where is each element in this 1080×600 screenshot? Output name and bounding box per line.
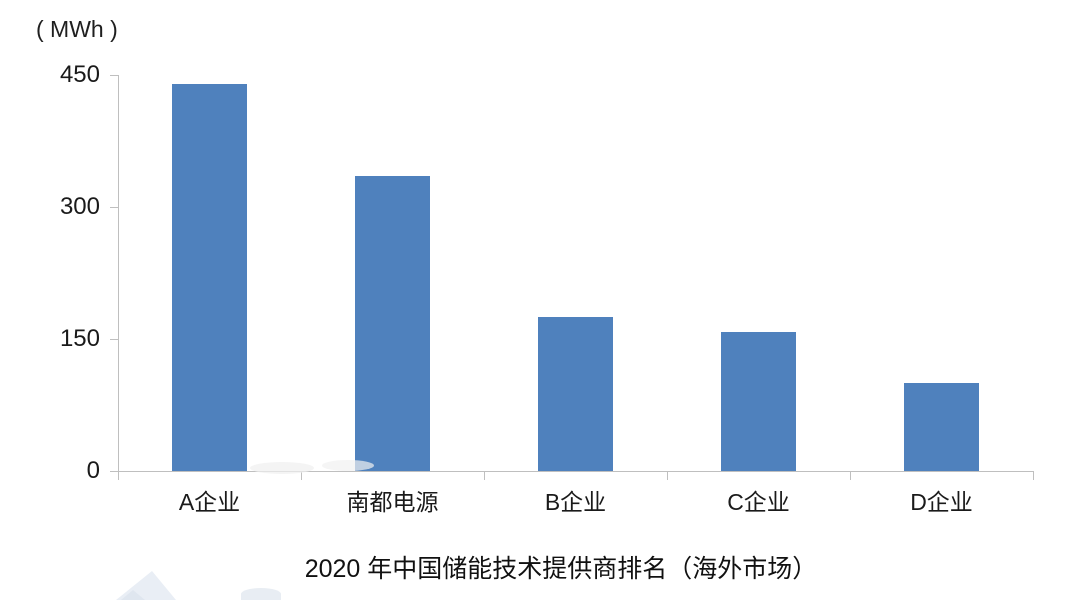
x-axis-label: 南都电源 — [346, 489, 439, 515]
y-axis-tick — [110, 470, 118, 472]
x-axis-label: D企业 — [910, 489, 973, 515]
y-axis-unit-label: ( MWh ) — [36, 16, 118, 42]
y-axis-tick-label: 0 — [86, 457, 100, 484]
bar-D企业 — [904, 383, 979, 471]
bar-B企业 — [538, 317, 613, 471]
y-axis-line — [118, 75, 119, 471]
x-axis-tick — [1033, 471, 1034, 480]
x-axis-tick — [850, 471, 851, 480]
x-axis-label: B企业 — [544, 489, 607, 515]
y-axis-tick-label: 300 — [59, 193, 100, 220]
y-axis-tick — [110, 206, 118, 208]
x-axis-tick — [301, 471, 302, 480]
x-axis-tick — [118, 471, 119, 480]
x-axis-tick — [484, 471, 485, 480]
y-axis-tick-label: 150 — [59, 325, 100, 352]
y-axis-tick — [110, 74, 118, 76]
bar-A企业 — [172, 83, 247, 471]
x-axis-line — [118, 471, 1033, 472]
bar-南都电源 — [355, 176, 430, 471]
chart-title: 2020 年中国储能技术提供商排名（海外市场） — [304, 555, 818, 583]
bar-C企业 — [721, 331, 796, 471]
x-axis-tick — [667, 471, 668, 480]
y-axis-tick — [110, 338, 118, 340]
x-axis-label: C企业 — [727, 489, 790, 515]
x-axis-label: A企业 — [178, 489, 241, 515]
y-axis-tick-label: 450 — [59, 61, 100, 88]
